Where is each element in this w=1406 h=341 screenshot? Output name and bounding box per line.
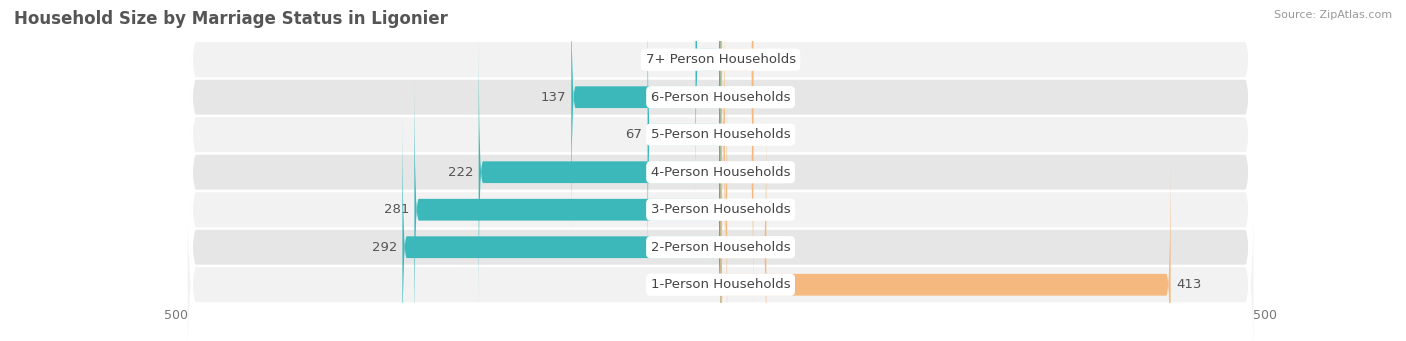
Text: 0: 0 (759, 166, 768, 179)
FancyBboxPatch shape (721, 108, 766, 341)
FancyBboxPatch shape (721, 0, 754, 199)
Text: 292: 292 (371, 241, 396, 254)
Text: 137: 137 (540, 91, 565, 104)
Text: 23: 23 (673, 53, 690, 66)
Text: 0: 0 (759, 53, 768, 66)
FancyBboxPatch shape (187, 0, 1254, 341)
FancyBboxPatch shape (187, 0, 1254, 341)
FancyBboxPatch shape (402, 108, 721, 341)
Text: 413: 413 (1175, 278, 1201, 291)
Text: 2-Person Households: 2-Person Households (651, 241, 790, 254)
Text: 5-Person Households: 5-Person Households (651, 128, 790, 141)
FancyBboxPatch shape (648, 0, 721, 274)
FancyBboxPatch shape (478, 33, 721, 311)
Text: 7+ Person Households: 7+ Person Households (645, 53, 796, 66)
FancyBboxPatch shape (721, 71, 727, 341)
Text: 3-Person Households: 3-Person Households (651, 203, 790, 216)
FancyBboxPatch shape (571, 0, 721, 236)
Text: 0: 0 (759, 91, 768, 104)
FancyBboxPatch shape (187, 0, 1254, 341)
FancyBboxPatch shape (187, 3, 1254, 341)
Text: 6: 6 (733, 203, 741, 216)
FancyBboxPatch shape (721, 33, 754, 311)
Text: 42: 42 (772, 241, 789, 254)
FancyBboxPatch shape (187, 0, 1254, 341)
Text: Source: ZipAtlas.com: Source: ZipAtlas.com (1274, 10, 1392, 20)
FancyBboxPatch shape (721, 0, 754, 236)
FancyBboxPatch shape (721, 0, 725, 274)
FancyBboxPatch shape (696, 0, 721, 199)
Text: 4-Person Households: 4-Person Households (651, 166, 790, 179)
FancyBboxPatch shape (721, 146, 1171, 341)
FancyBboxPatch shape (187, 0, 1254, 341)
Text: 222: 222 (447, 166, 474, 179)
FancyBboxPatch shape (415, 71, 721, 341)
Text: Household Size by Marriage Status in Ligonier: Household Size by Marriage Status in Lig… (14, 10, 449, 28)
Text: 67: 67 (626, 128, 643, 141)
Text: 281: 281 (384, 203, 409, 216)
Text: 1-Person Households: 1-Person Households (651, 278, 790, 291)
Text: 6-Person Households: 6-Person Households (651, 91, 790, 104)
Text: 4: 4 (730, 128, 738, 141)
FancyBboxPatch shape (187, 0, 1254, 341)
